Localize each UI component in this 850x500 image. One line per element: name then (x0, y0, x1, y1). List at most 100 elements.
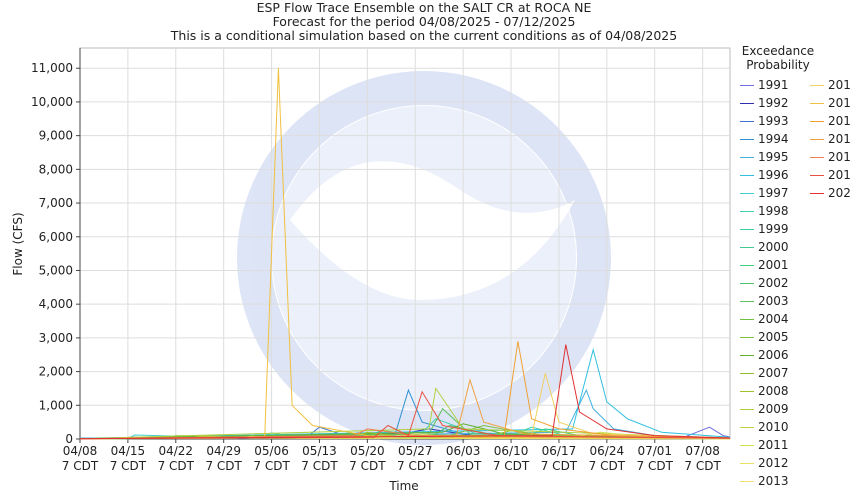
x-tick-sublabel: 7 CDT (637, 459, 674, 473)
y-tick-label: 4,000 (39, 297, 73, 311)
legend-label: 2005 (758, 330, 789, 344)
y-tick-label: 6,000 (39, 230, 73, 244)
x-tick-label: 06/10 (494, 444, 529, 458)
legend-swatch (740, 264, 754, 266)
x-tick-label: 07/08 (685, 444, 720, 458)
x-tick-label: 05/06 (254, 444, 289, 458)
legend-label: 2003 (758, 294, 789, 308)
x-tick-label: 04/22 (158, 444, 193, 458)
legend-item: 2000 (740, 238, 789, 256)
legend-label: 2014 (828, 78, 850, 92)
y-axis-label: Flow (CFS) (11, 212, 25, 275)
legend-swatch (740, 102, 754, 104)
x-axis-label: Time (388, 479, 418, 493)
legend-item: 1998 (740, 202, 789, 220)
legend-swatch (740, 426, 754, 428)
legend-label: 2017 (828, 132, 850, 146)
legend-swatch (740, 354, 754, 356)
x-tick-label: 06/17 (542, 444, 577, 458)
y-tick-label: 9,000 (39, 129, 73, 143)
x-tick-label: 04/08 (63, 444, 98, 458)
legend-item: 2011 (740, 436, 789, 454)
x-tick-label: 05/13 (302, 444, 337, 458)
x-tick-label: 05/27 (398, 444, 433, 458)
legend-swatch (740, 480, 754, 482)
legend-item: 1995 (740, 148, 789, 166)
legend-swatch (810, 156, 824, 158)
x-tick-sublabel: 7 CDT (301, 459, 338, 473)
legend-item: 2015 (810, 94, 850, 112)
legend-swatch (810, 192, 824, 194)
subtitle: This is a conditional simulation based o… (170, 28, 677, 43)
y-tick-label: 1,000 (39, 398, 73, 412)
legend-label: 2000 (758, 240, 789, 254)
legend-label: 1995 (758, 150, 789, 164)
y-tick-label: 5,000 (39, 263, 73, 277)
legend-item: 2006 (740, 346, 789, 364)
legend-label: 2008 (758, 384, 789, 398)
x-tick-label: 04/15 (111, 444, 146, 458)
x-tick-sublabel: 7 CDT (205, 459, 242, 473)
legend-item: 2004 (740, 310, 789, 328)
legend-item: 2005 (740, 328, 789, 346)
x-tick-sublabel: 7 CDT (158, 459, 195, 473)
x-tick-label: 06/03 (446, 444, 481, 458)
legend-swatch (740, 228, 754, 230)
x-tick-label: 07/01 (637, 444, 672, 458)
legend-label: 1996 (758, 168, 789, 182)
y-tick-label: 3,000 (39, 331, 73, 345)
legend-swatch (740, 300, 754, 302)
x-tick-sublabel: 7 CDT (541, 459, 578, 473)
legend-swatch (740, 336, 754, 338)
series-line (79, 428, 731, 440)
series-line (79, 347, 731, 439)
x-tick-sublabel: 7 CDT (445, 459, 482, 473)
x-tick-label: 05/20 (350, 444, 385, 458)
legend-label: 2009 (758, 402, 789, 416)
y-tick-label: 0 (65, 432, 73, 446)
legend-label: 1994 (758, 132, 789, 146)
legend-swatch (740, 390, 754, 392)
legend-swatch (740, 174, 754, 176)
legend-label: 2004 (758, 312, 789, 326)
legend-swatch (740, 462, 754, 464)
legend-item: 1996 (740, 166, 789, 184)
legend-item: 2014 (810, 76, 850, 94)
legend-label: 2007 (758, 366, 789, 380)
legend-swatch (810, 174, 824, 176)
series-line (79, 68, 731, 440)
legend-item: 2013 (740, 472, 789, 490)
legend-column: 2014 2015 2016 2017 2018 2019 2020 (810, 76, 850, 202)
y-tick-label: 11,000 (31, 61, 73, 75)
series-line (79, 387, 731, 440)
legend-item: 1994 (740, 130, 789, 148)
legend-label: 1997 (758, 186, 789, 200)
legend-swatch (810, 84, 824, 86)
legend-item: 2009 (740, 400, 789, 418)
legend-swatch (810, 138, 824, 140)
legend-item: 2018 (810, 148, 850, 166)
y-tick-label: 7,000 (39, 196, 73, 210)
legend-item: 2003 (740, 292, 789, 310)
legend-item: 1997 (740, 184, 789, 202)
x-tick-sublabel: 7 CDT (349, 459, 386, 473)
legend-swatch (740, 408, 754, 410)
watermark (237, 71, 611, 445)
legend-swatch (810, 102, 824, 104)
legend-item: 1999 (740, 220, 789, 238)
legend-item: 1991 (740, 76, 789, 94)
legend-swatch (740, 192, 754, 194)
legend-label: 2020 (828, 186, 850, 200)
subtitle: Forecast for the period 04/08/2025 - 07/… (273, 14, 576, 29)
x-tick-sublabel: 7 CDT (62, 459, 99, 473)
legend-swatch (740, 138, 754, 140)
legend-swatch (740, 156, 754, 158)
title: ESP Flow Trace Ensemble on the SALT CR a… (257, 0, 592, 15)
legend-item: 2012 (740, 454, 789, 472)
legend-item: 2001 (740, 256, 789, 274)
x-tick-sublabel: 7 CDT (493, 459, 530, 473)
y-tick-label: 8,000 (39, 162, 73, 176)
legend: Exceedance Probability 1991 1992 1993 1994 1… (738, 44, 850, 488)
legend-item: 1992 (740, 94, 789, 112)
